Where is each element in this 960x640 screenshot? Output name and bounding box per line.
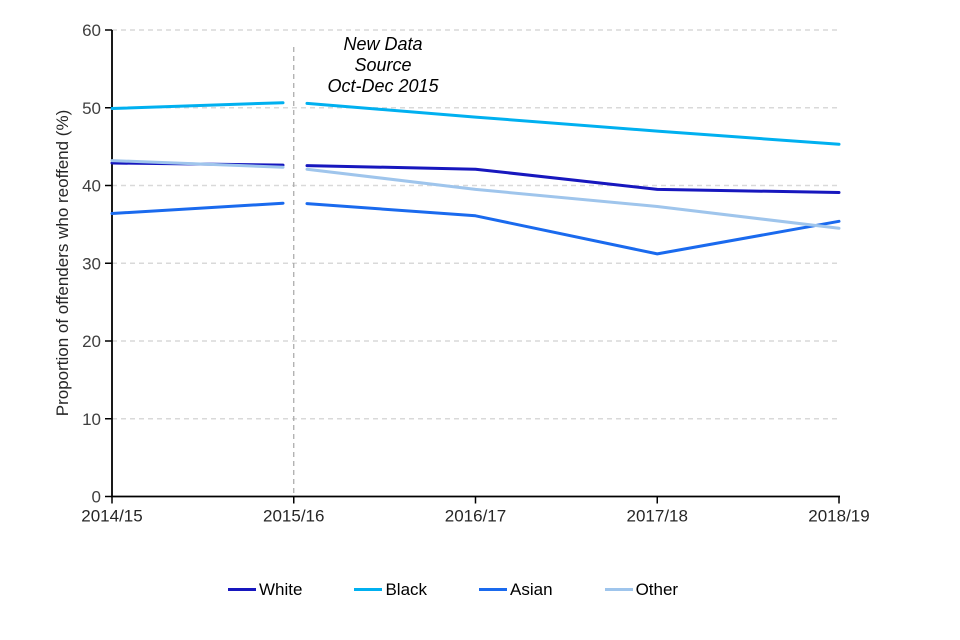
legend-label-black: Black	[385, 580, 428, 599]
legend-item-black: Black	[354, 581, 427, 598]
series-lines	[110, 101, 841, 256]
series-line-white-seg2	[305, 164, 841, 194]
legend-item-asian: Asian	[479, 581, 553, 598]
x-tick-label: 2015/16	[263, 507, 324, 526]
series-line-other-seg1	[110, 159, 285, 169]
legend-swatch-black	[354, 588, 383, 591]
x-tick-label: 2017/18	[627, 507, 688, 526]
x-tick-label: 2016/17	[445, 507, 506, 526]
y-axis-title: Proportion of offenders who reoffend (%)	[53, 110, 72, 417]
y-tick-label-60: 60	[82, 21, 101, 40]
y-tick-label-30: 30	[82, 254, 101, 273]
series-line-asian-seg2	[305, 202, 841, 256]
legend-swatch-asian	[479, 588, 508, 591]
legend-item-other: Other	[604, 580, 679, 599]
series-line-other-seg2	[305, 167, 841, 230]
y-tick-label-10: 10	[82, 410, 101, 429]
series-line-black-seg2	[305, 101, 841, 146]
legend-swatch-white	[228, 588, 256, 591]
legend-item-white: White	[228, 581, 302, 598]
axes: 0 10 20 30 40 50 60 2014/15 2015/16 2016/17 2017/1…	[81, 21, 869, 526]
y-tick-label-20: 20	[82, 332, 101, 351]
legend-label-other: Other	[635, 580, 679, 599]
legend-label-white: White	[259, 580, 303, 599]
x-tick-label: 2014/15	[81, 507, 142, 526]
gridlines	[112, 29, 839, 420]
y-tick-label-0: 0	[92, 488, 101, 507]
y-tick-label-40: 40	[82, 177, 101, 196]
legend-label-asian: Asian	[510, 580, 553, 599]
y-tick-label-50: 50	[82, 99, 101, 118]
series-line-asian-seg1	[110, 201, 285, 215]
series-line-black-seg1	[110, 101, 285, 110]
annotation-new-data-source: New Data Source Oct-Dec 2015	[327, 34, 439, 96]
legend-swatch-other	[604, 588, 633, 591]
legend: White Black Asian Other	[228, 581, 678, 598]
x-tick-label: 2018/19	[808, 507, 869, 526]
